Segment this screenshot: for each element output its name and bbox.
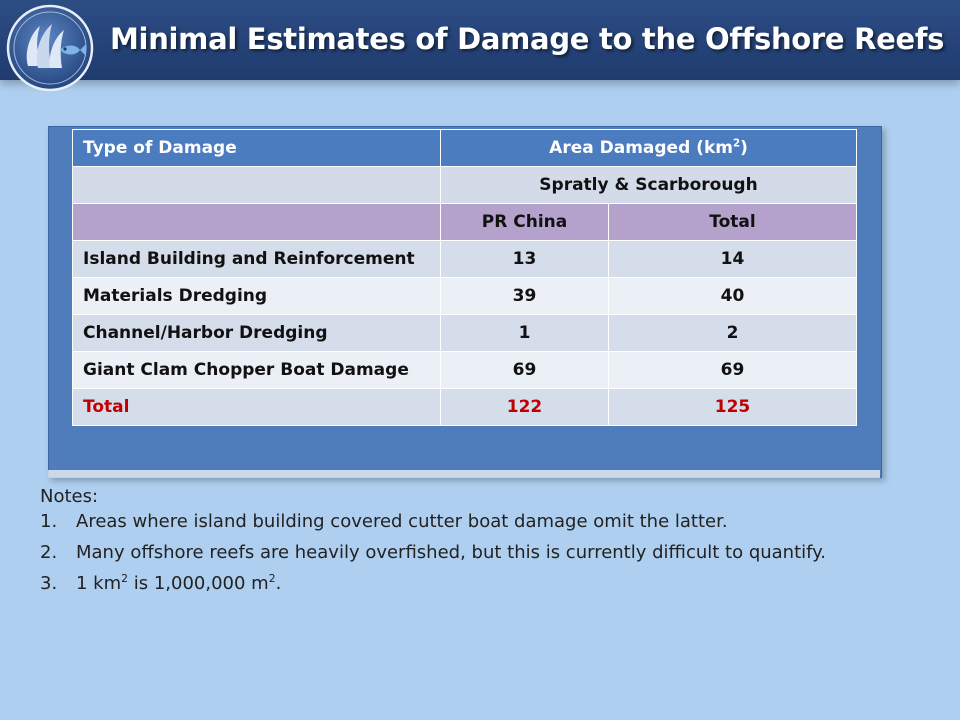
table-panel-strip xyxy=(48,470,880,478)
slide-title: Minimal Estimates of Damage to the Offsh… xyxy=(110,22,945,56)
total-value-cell: 40 xyxy=(608,277,857,315)
note-text-part1: 1 km xyxy=(76,573,122,594)
table-row: Island Building and Reinforcement 13 14 xyxy=(72,240,857,278)
total-value-cell: 2 xyxy=(608,314,857,352)
total-china-value: 122 xyxy=(440,388,609,426)
note-number: 3. xyxy=(40,573,58,594)
pr-china-header: PR China xyxy=(440,203,609,241)
note-sup1: 2 xyxy=(121,572,129,585)
notes-section: Notes: 1. Areas where island building co… xyxy=(40,486,940,604)
column-label-blank xyxy=(72,203,441,241)
area-damaged-close: ) xyxy=(740,138,748,158)
note-text-part3: . xyxy=(275,573,282,594)
total-header: Total xyxy=(608,203,857,241)
china-value-cell: 69 xyxy=(440,351,609,389)
table-row: Giant Clam Chopper Boat Damage 69 69 xyxy=(72,351,857,389)
column-label-row: PR China Total xyxy=(72,203,857,241)
damage-type-cell: Channel/Harbor Dredging xyxy=(72,314,441,352)
damage-type-cell: Giant Clam Chopper Boat Damage xyxy=(72,351,441,389)
table-header-row: Type of Damage Area Damaged (km2) xyxy=(72,129,857,167)
notes-heading: Notes: xyxy=(40,486,99,507)
type-of-damage-header: Type of Damage xyxy=(72,129,441,167)
total-value-cell: 14 xyxy=(608,240,857,278)
region-row: Spratly & Scarborough xyxy=(72,166,857,204)
damage-table: Type of Damage Area Damaged (km2) Spratl… xyxy=(72,129,857,426)
note-item: 1. Areas where island building covered c… xyxy=(40,511,940,532)
damage-type-cell: Island Building and Reinforcement xyxy=(72,240,441,278)
china-value-cell: 13 xyxy=(440,240,609,278)
area-damaged-sup: 2 xyxy=(732,138,741,150)
note-text: Areas where island building covered cutt… xyxy=(76,511,728,532)
total-value-cell: 69 xyxy=(608,351,857,389)
note-text: Many offshore reefs are heavily overfish… xyxy=(76,542,826,563)
region-row-blank xyxy=(72,166,441,204)
area-damaged-header: Area Damaged (km2) xyxy=(440,129,857,167)
region-label: Spratly & Scarborough xyxy=(440,166,857,204)
total-row-label: Total xyxy=(72,388,441,426)
note-item: 3. 1 km2 is 1,000,000 m2. xyxy=(40,573,940,594)
note-number: 2. xyxy=(40,542,58,563)
table-row: Channel/Harbor Dredging 1 2 xyxy=(72,314,857,352)
table-row: Materials Dredging 39 40 xyxy=(72,277,857,315)
damage-type-cell: Materials Dredging xyxy=(72,277,441,315)
slide-header: Minimal Estimates of Damage to the Offsh… xyxy=(0,0,960,92)
reef-fish-logo-icon xyxy=(6,4,94,92)
note-sup2: 2 xyxy=(268,572,276,585)
total-row: Total 122 125 xyxy=(72,388,857,426)
note-item: 2. Many offshore reefs are heavily overf… xyxy=(40,542,940,563)
total-total-value: 125 xyxy=(608,388,857,426)
china-value-cell: 1 xyxy=(440,314,609,352)
china-value-cell: 39 xyxy=(440,277,609,315)
note-text-part2: is 1,000,000 m xyxy=(128,573,269,594)
note-number: 1. xyxy=(40,511,58,532)
area-damaged-label: Area Damaged (km xyxy=(549,138,733,158)
